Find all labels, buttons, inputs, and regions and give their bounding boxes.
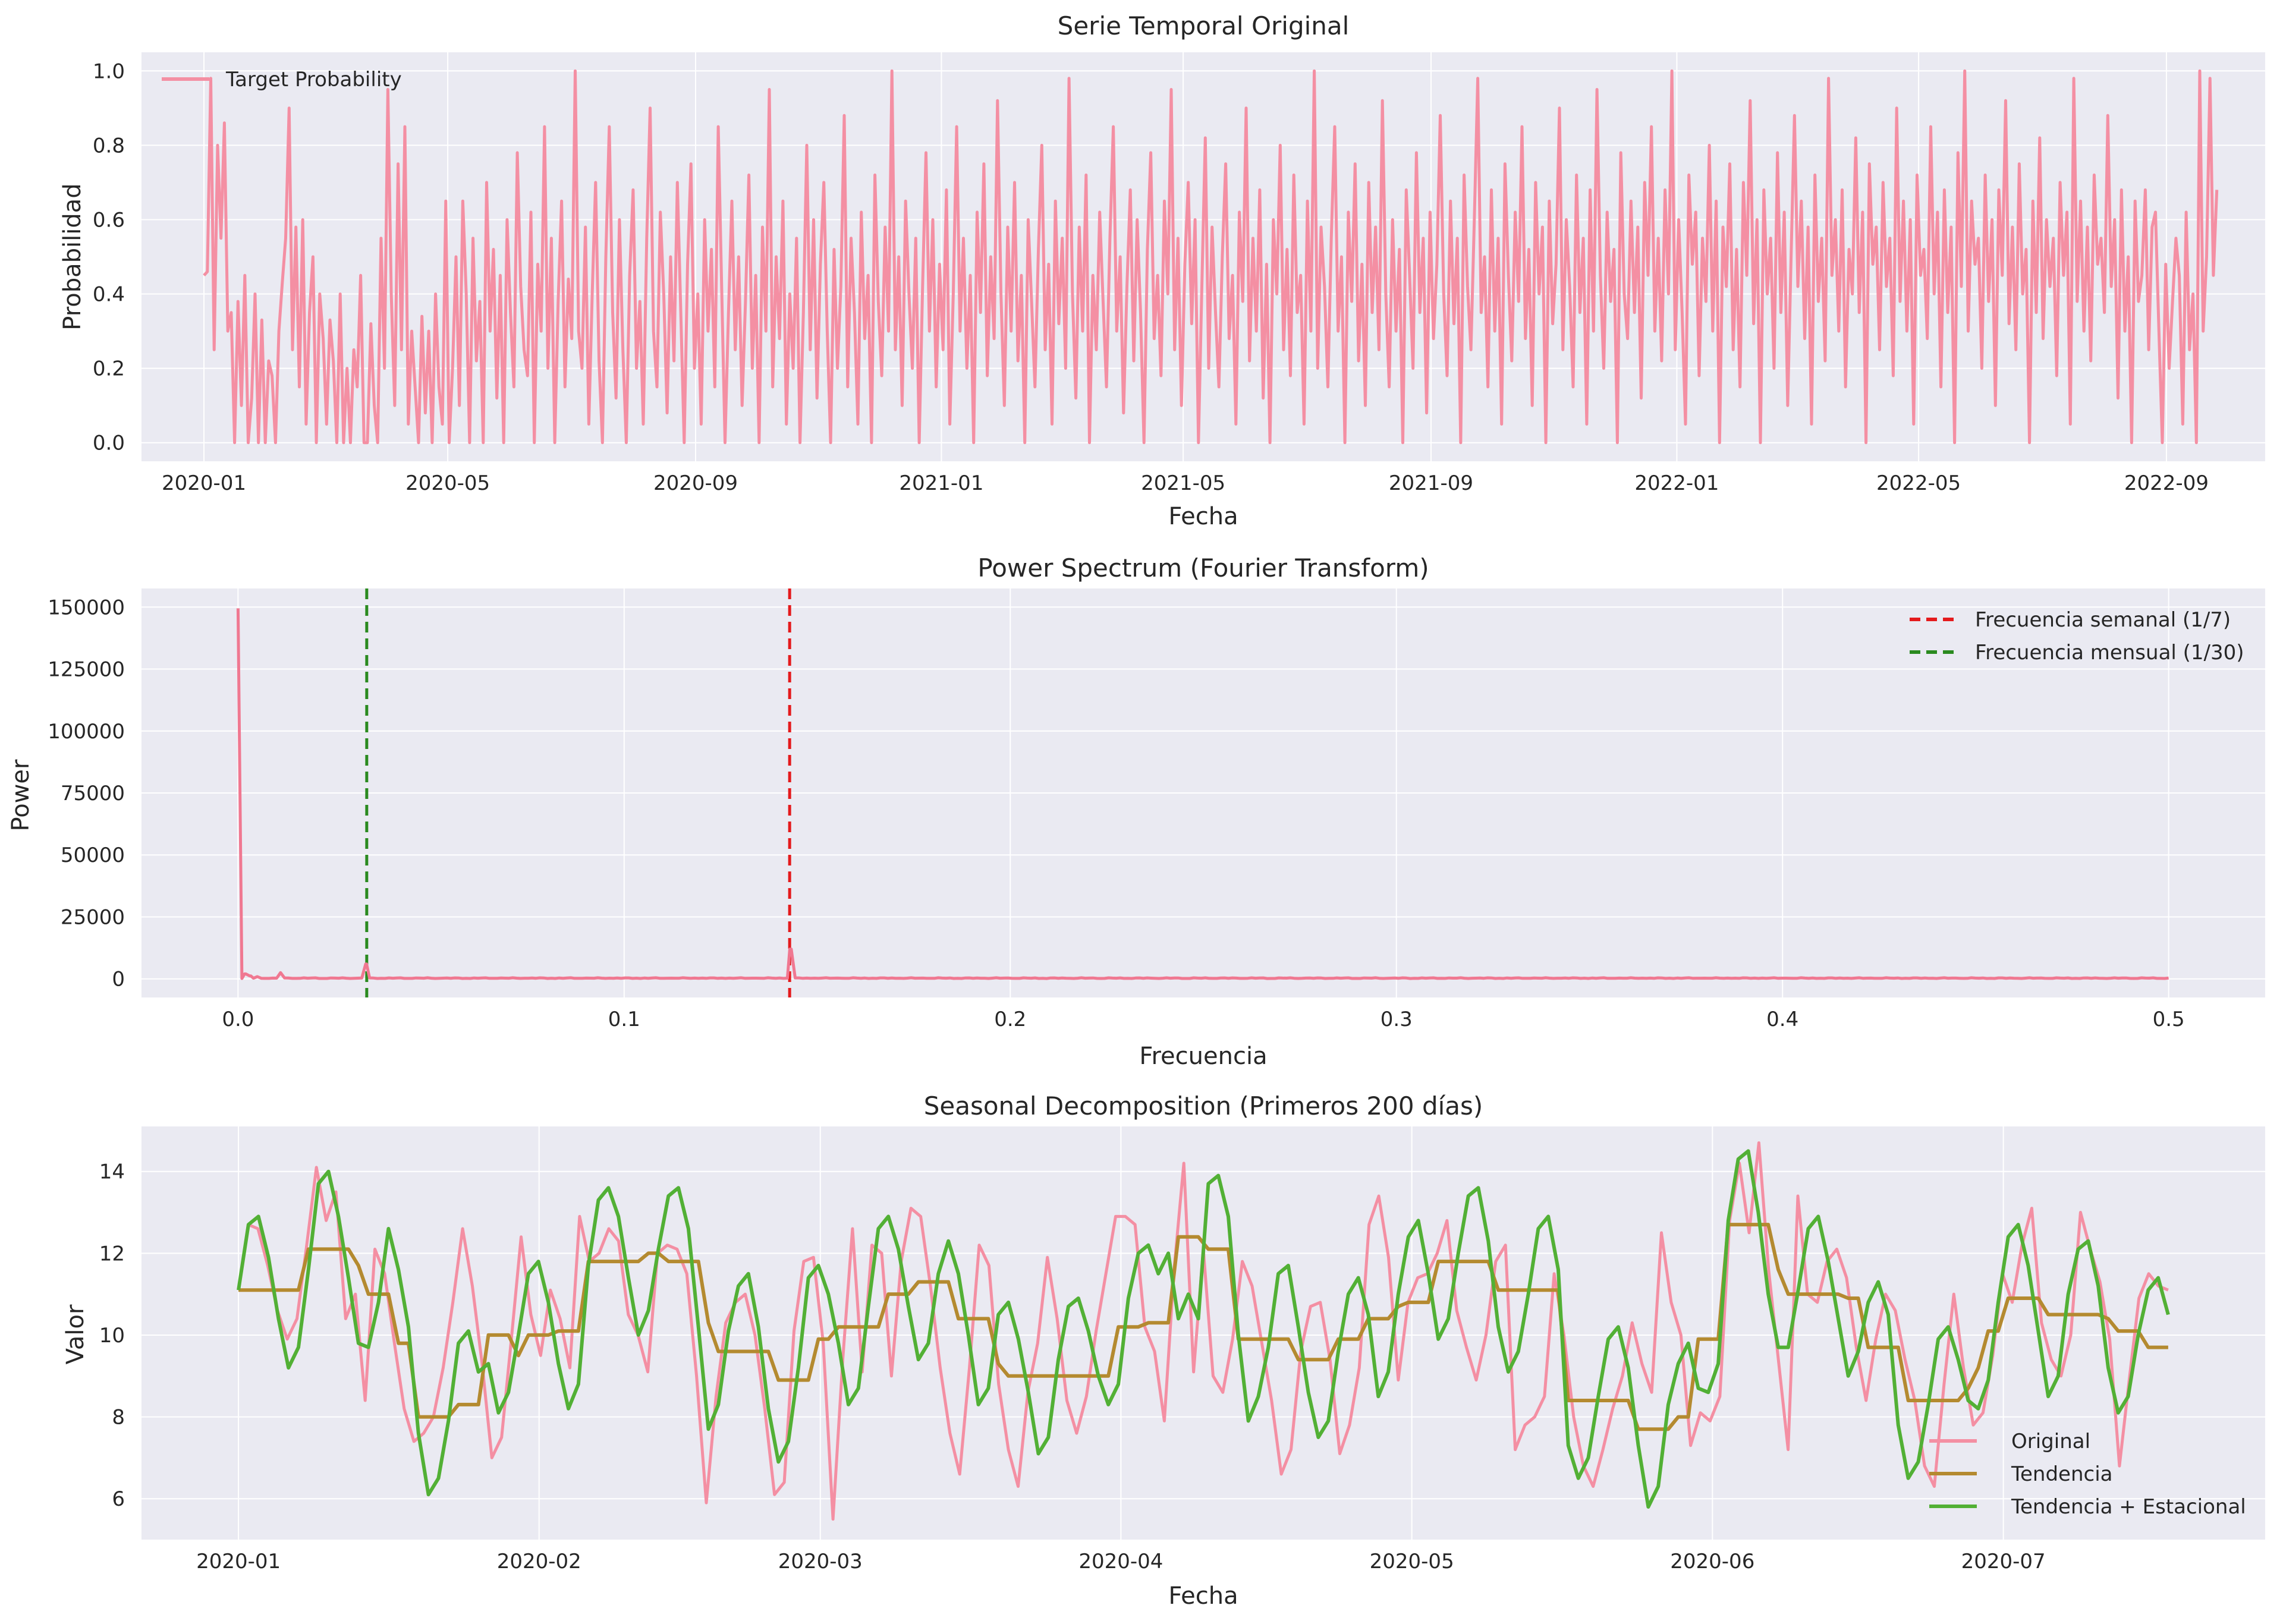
x-tick-label: 2020-09	[653, 471, 738, 495]
y-tick-label: 25000	[61, 905, 125, 929]
x-tick-label: 2022-09	[2124, 471, 2209, 495]
x-axis-label: Fecha	[1168, 503, 1238, 530]
x-tick-label: 2021-09	[1389, 471, 1473, 495]
x-axis-label: Frecuencia	[1139, 1043, 1267, 1070]
y-tick-label: 0.4	[93, 283, 125, 307]
power-spectrum-panel: 0.0 0.1 0.2 0.3 0.4 0.5 0 25000 50000 75000 10000…	[7, 553, 2265, 1070]
y-tick-label: 1.0	[93, 59, 125, 83]
x-tick-label: 0.0	[222, 1008, 254, 1031]
legend-label-original: Original	[2011, 1430, 2090, 1453]
chart-title: Power Spectrum (Fourier Transform)	[977, 553, 1429, 583]
legend: Frecuencia semanal (1/7) Frecuencia mens…	[1910, 608, 2244, 665]
x-tick-label: 2020-01	[162, 471, 246, 495]
y-tick-label: 75000	[61, 782, 125, 805]
seasonal-decomposition-panel: 2020-01 2020-02 2020-03 2020-04 2020-05 2020-…	[62, 1091, 2265, 1610]
time-series-panel: 2020-01 2020-05 2020-09 2021-01 2021-05 2021-…	[59, 11, 2265, 530]
x-tick-label: 0.1	[608, 1008, 640, 1031]
legend: Target Probability	[162, 68, 402, 92]
y-tick-label: 125000	[48, 658, 125, 682]
legend-label-semanal: Frecuencia semanal (1/7)	[1975, 608, 2231, 632]
y-tick-label: 150000	[48, 596, 125, 619]
y-tick-label: 0.8	[93, 134, 125, 158]
series-line-power	[236, 608, 2169, 980]
series-line-tendencia-estacional	[237, 1149, 2170, 1509]
x-tick-label: 2020-04	[1078, 1550, 1163, 1573]
y-axis-label: Probabilidad	[59, 183, 86, 330]
y-tick-label: 50000	[61, 844, 125, 867]
x-tick-label: 2020-02	[497, 1550, 581, 1573]
y-tick-label: 10	[99, 1324, 125, 1348]
x-axis-label: Fecha	[1168, 1582, 1238, 1610]
y-tick-label: 8	[112, 1406, 125, 1430]
plot-area	[141, 1126, 2265, 1540]
y-tick-label: 12	[99, 1242, 125, 1266]
x-tick-label: 0.3	[1381, 1008, 1413, 1031]
x-tick-label: 2020-07	[1961, 1550, 2046, 1573]
x-tick-label: 2020-05	[1370, 1550, 1454, 1573]
x-tick-label: 2020-03	[778, 1550, 863, 1573]
legend-label-mensual: Frecuencia mensual (1/30)	[1975, 641, 2244, 665]
legend: Original Tendencia Tendencia + Estaciona…	[1929, 1430, 2246, 1519]
chart-title: Seasonal Decomposition (Primeros 200 día…	[924, 1091, 1483, 1121]
x-tick-label: 0.2	[994, 1008, 1026, 1031]
y-tick-label: 6	[112, 1487, 125, 1511]
x-tick-label: 0.4	[1766, 1008, 1798, 1031]
x-tick-label: 2021-01	[899, 471, 983, 495]
y-tick-label: 0.6	[93, 208, 125, 232]
y-tick-label: 0	[112, 968, 125, 992]
y-axis-label: Valor	[62, 1304, 89, 1364]
y-tick-label: 14	[99, 1160, 125, 1184]
x-tick-label: 0.5	[2153, 1008, 2185, 1031]
x-tick-label: 2021-05	[1141, 471, 1225, 495]
x-tick-label: 2020-05	[405, 471, 490, 495]
series-line-target-probability	[203, 69, 2219, 445]
x-tick-label: 2020-01	[196, 1550, 281, 1573]
x-tick-label: 2020-06	[1670, 1550, 1754, 1573]
y-tick-label: 100000	[48, 720, 125, 744]
legend-label-tendencia: Tendencia	[2011, 1462, 2112, 1486]
x-tick-label: 2022-05	[1876, 471, 1961, 495]
y-tick-label: 0.0	[93, 432, 125, 455]
y-tick-label: 0.2	[93, 357, 125, 381]
legend-label-tendencia-estacional: Tendencia + Estacional	[2011, 1495, 2246, 1519]
y-axis-label: Power	[7, 759, 34, 831]
x-tick-label: 2022-01	[1634, 471, 1719, 495]
chart-title: Serie Temporal Original	[1058, 11, 1350, 40]
legend-label-target-probability: Target Probability	[225, 68, 402, 92]
